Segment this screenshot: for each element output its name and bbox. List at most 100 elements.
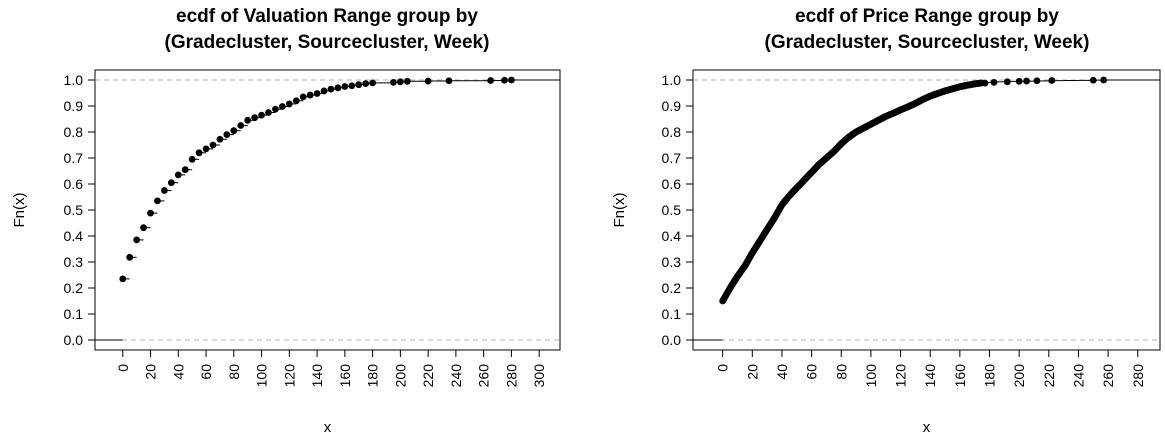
x-tick-label: 180 [365,364,381,388]
ecdf-point [265,109,272,116]
ecdf-point [313,90,321,97]
y-tick-label: 0.7 [662,150,682,166]
ecdf-point [327,85,335,93]
x-tick-label: 260 [1100,364,1116,388]
ecdf-point [188,155,196,163]
ecdf-point [487,77,494,84]
ecdf-point [369,79,377,87]
ecdf-point [181,166,189,174]
ecdf-point [1089,76,1097,84]
chart-1: ecdf of Valuation Range group by (Gradecl… [11,6,561,436]
y-tick-label: 0.4 [64,228,84,244]
chart-title-line: (Gradecluster, Sourcecluster, Week) [165,32,490,53]
y-tick-label: 0.0 [64,332,84,348]
ecdf-point [147,209,154,217]
ecdf-point [174,171,182,179]
ecdf-point [1100,76,1108,84]
x-tick-label: 40 [170,364,186,380]
x-tick-label: 0 [115,364,131,372]
x-tick-label: 260 [476,364,492,388]
y-tick-label: 0.5 [662,202,682,218]
x-tick-label: 140 [309,364,325,388]
plot-frame [692,69,1161,351]
ecdf-point [990,78,998,86]
x-tick-label: 240 [1070,364,1086,388]
chart-title-line: ecdf of Valuation Range group by [176,6,478,27]
x-tick-label: 80 [226,364,242,380]
ecdf-point [167,179,175,187]
ecdf-point [202,145,210,153]
x-axis-label: x [324,419,332,436]
x-axis-label: x [923,419,931,436]
plot-frame [94,69,561,351]
y-tick-label: 0.9 [64,98,84,114]
ecdf-point [223,131,231,139]
ecdf-point [1033,77,1041,85]
x-tick-label: 160 [337,364,353,388]
ecdf-point [278,103,286,110]
ecdf-point [445,77,453,85]
ecdf-point [140,224,147,232]
ecdf-point [334,84,342,92]
ecdf-point [508,76,515,84]
x-tick-label: 100 [863,364,879,388]
y-tick-label: 0.3 [662,254,682,270]
ecdf-point [119,275,127,283]
x-tick-label: 220 [420,364,436,388]
x-tick-label: 200 [1011,364,1027,388]
x-tick-label: 100 [254,364,270,388]
x-tick-label: 120 [281,364,297,388]
ecdf-point [237,122,245,129]
x-tick-label: 240 [448,364,464,388]
y-tick-label: 0.0 [662,332,682,348]
y-axis-label: Fn(x) [611,193,628,228]
x-tick-label: 0 [715,364,731,372]
ecdf-point [341,83,349,90]
x-tick-label: 60 [198,364,214,380]
x-tick-label: 280 [503,364,519,388]
x-tick-label: 40 [774,364,790,380]
x-tick-label: 160 [952,364,968,388]
ecdf-point [981,79,989,87]
y-tick-label: 0.4 [662,228,682,244]
ecdf-point [258,111,265,119]
x-tick-label: 20 [143,364,159,380]
x-tick-label: 60 [804,364,820,380]
y-tick-label: 0.2 [662,280,682,296]
x-tick-label: 300 [531,364,547,388]
ecdf-point [320,87,328,95]
ecdf-point [161,187,168,194]
chart-title-line: (Gradecluster, Sourcecluster, Week) [765,32,1090,53]
y-tick-label: 0.6 [662,176,682,192]
y-tick-label: 1.0 [64,72,84,88]
ecdf-point [362,80,370,88]
y-tick-label: 0.5 [64,202,84,218]
ecdf-point [1048,77,1056,84]
ecdf-point [251,114,259,122]
y-tick-label: 1.0 [662,72,682,88]
y-tick-label: 0.8 [64,124,84,140]
y-tick-label: 0.6 [64,176,84,192]
ecdf-point [355,81,363,89]
y-tick-label: 0.1 [64,306,84,322]
ecdf-point [390,78,397,86]
ecdf-point [1015,77,1023,85]
ecdf-point [306,91,314,99]
ecdf-point [216,135,224,143]
ecdf-point [1003,78,1011,86]
x-tick-label: 200 [392,364,408,388]
x-tick-label: 80 [833,364,849,380]
x-tick-label: 180 [982,364,998,388]
y-tick-label: 0.3 [64,254,84,270]
y-tick-label: 0.7 [64,150,84,166]
ecdf-point [195,149,203,157]
x-tick-label: 140 [922,364,938,388]
x-tick-label: 20 [744,364,760,380]
ecdf-point [348,82,356,90]
ecdf-point [424,77,432,85]
y-axis-label: Fn(x) [11,193,28,228]
ecdf-point [126,253,134,261]
ecdf-point [285,100,293,108]
ecdf-point [230,127,238,135]
